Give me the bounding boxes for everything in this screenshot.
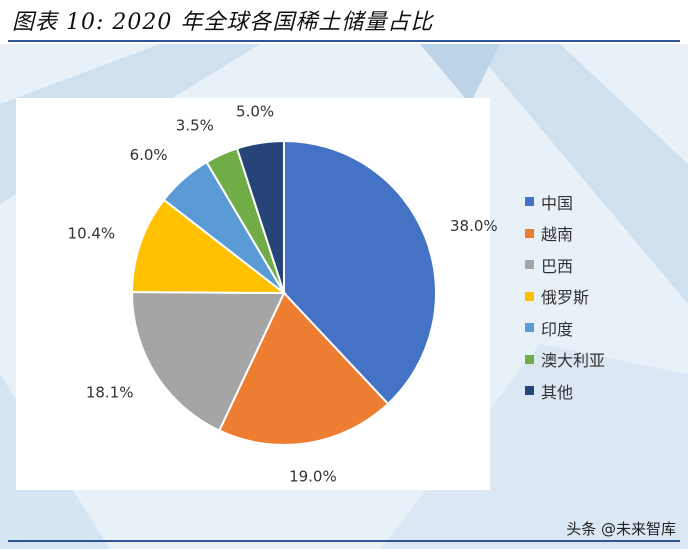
legend-label: 俄罗斯 bbox=[541, 288, 590, 308]
pie-slice-2 bbox=[217, 291, 390, 446]
bottom-rule bbox=[8, 540, 680, 542]
data-label-1: 38.0% bbox=[450, 217, 498, 235]
watermark: 头条 @未来智库 bbox=[566, 520, 676, 538]
figure-title: 图表 10: 2020 年全球各国稀土储量占比 bbox=[12, 10, 434, 35]
legend-swatch bbox=[525, 291, 534, 301]
pie-slice-4 bbox=[130, 198, 287, 295]
legend-label: 其他 bbox=[541, 382, 574, 402]
legend-item-6: 澳大利亚 bbox=[525, 344, 605, 376]
legend-item-4: 俄罗斯 bbox=[525, 281, 605, 313]
legend-label: 印度 bbox=[541, 319, 574, 339]
legend-swatch bbox=[525, 386, 534, 396]
legend-swatch bbox=[525, 197, 534, 207]
chart-legend: 中国越南巴西俄罗斯印度澳大利亚其他 bbox=[525, 186, 605, 407]
data-label-5: 6.0% bbox=[130, 146, 168, 164]
data-label-7: 5.0% bbox=[236, 102, 274, 120]
legend-label: 中国 bbox=[541, 193, 574, 213]
legend-swatch bbox=[525, 354, 534, 364]
legend-item-5: 印度 bbox=[525, 312, 605, 344]
legend-item-7: 其他 bbox=[525, 375, 605, 407]
pie-slice-7 bbox=[235, 139, 285, 294]
legend-item-3: 巴西 bbox=[525, 249, 605, 281]
legend-label: 越南 bbox=[541, 225, 574, 245]
legend-swatch bbox=[525, 260, 534, 270]
legend-swatch bbox=[525, 228, 534, 238]
pie-slice-3 bbox=[130, 291, 286, 432]
legend-item-1: 中国 bbox=[525, 186, 605, 218]
data-label-4: 10.4% bbox=[68, 225, 116, 243]
legend-label: 巴西 bbox=[541, 256, 574, 276]
data-label-6: 3.5% bbox=[176, 116, 214, 134]
pie-slice-1 bbox=[283, 139, 437, 406]
data-label-2: 19.0% bbox=[289, 468, 337, 486]
legend-swatch bbox=[525, 323, 534, 333]
legend-item-2: 越南 bbox=[525, 218, 605, 250]
title-rule bbox=[8, 40, 680, 42]
data-label-3: 18.1% bbox=[86, 384, 134, 402]
legend-label: 澳大利亚 bbox=[541, 351, 606, 371]
